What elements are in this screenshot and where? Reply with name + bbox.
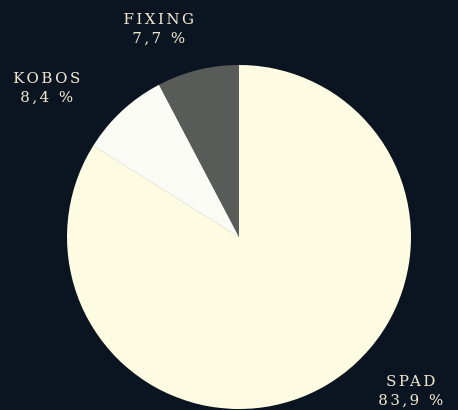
slice-value-fixing: 7,7 % bbox=[132, 29, 188, 47]
slice-label-fixing: FIXING 7,7 % bbox=[80, 10, 240, 48]
slice-name-fixing: FIXING bbox=[123, 10, 197, 28]
slice-label-kobos: KOBOS 8,4 % bbox=[0, 69, 96, 107]
slice-value-spad: 83,9 % bbox=[378, 391, 446, 409]
slice-value-kobos: 8,4 % bbox=[20, 88, 76, 106]
pie-slice-fixing bbox=[158, 65, 239, 237]
slice-name-spad: SPAD bbox=[386, 372, 438, 390]
pie-slice-kobos bbox=[93, 84, 239, 238]
pie-slice-spad bbox=[66, 65, 411, 410]
slice-label-spad: SPAD 83,9 % bbox=[366, 372, 458, 410]
pie-slices bbox=[66, 65, 411, 410]
slice-name-kobos: KOBOS bbox=[13, 69, 83, 87]
